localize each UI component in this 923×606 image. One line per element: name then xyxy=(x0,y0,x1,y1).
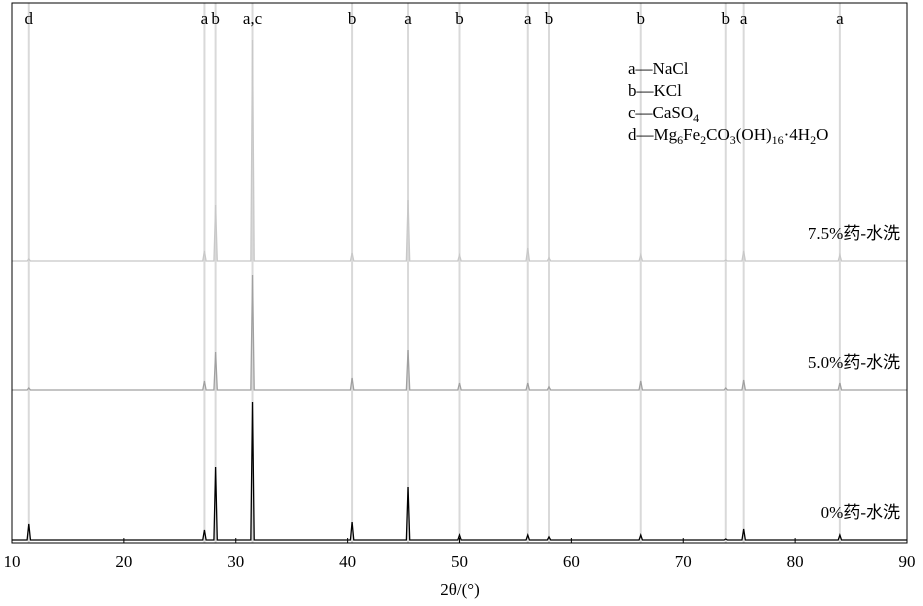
series-label: 7.5%药-水洗 xyxy=(808,224,900,243)
series-line xyxy=(12,274,907,391)
reference-label: a xyxy=(201,9,209,28)
reference-label: b xyxy=(636,9,645,28)
reference-label: a,c xyxy=(243,9,263,28)
reference-label: b xyxy=(455,9,464,28)
x-tick-label: 50 xyxy=(451,552,468,571)
reference-label: b xyxy=(722,9,731,28)
series-label: 0%药-水洗 xyxy=(821,503,900,522)
phase-key-item: c—CaSO4 xyxy=(628,103,699,125)
series-line xyxy=(12,39,907,262)
phase-key-item: b—KCl xyxy=(628,81,682,100)
reference-label: b xyxy=(545,9,554,28)
x-tick-label: 30 xyxy=(227,552,244,571)
x-tick-label: 40 xyxy=(339,552,356,571)
x-tick-label: 90 xyxy=(899,552,916,571)
reference-label: a xyxy=(404,9,412,28)
x-tick-label: 80 xyxy=(787,552,804,571)
series-line xyxy=(12,401,907,541)
reference-label: a xyxy=(740,9,748,28)
reference-label: a xyxy=(524,9,532,28)
reference-label: b xyxy=(211,9,220,28)
reference-label: d xyxy=(25,9,34,28)
x-axis-label: 2θ/(°) xyxy=(440,580,480,599)
x-tick-label: 70 xyxy=(675,552,692,571)
x-tick-label: 10 xyxy=(4,552,21,571)
reference-label: b xyxy=(348,9,357,28)
phase-key-item: d—Mg6Fe2CO3(OH)16·4H2O xyxy=(628,125,828,147)
phase-key-item: a—NaCl xyxy=(628,59,689,78)
x-tick-label: 60 xyxy=(563,552,580,571)
series-label: 5.0%药-水洗 xyxy=(808,353,900,372)
x-tick-label: 20 xyxy=(115,552,132,571)
reference-label: a xyxy=(836,9,844,28)
